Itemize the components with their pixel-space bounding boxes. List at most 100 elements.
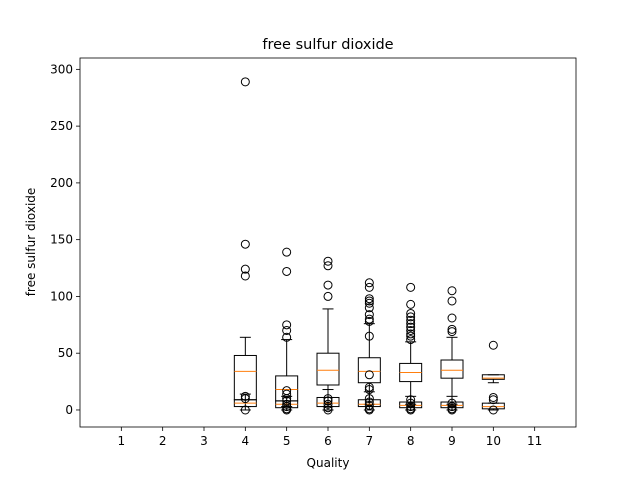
y-tick-label: 0 [65,403,73,417]
outlier-point [447,286,457,296]
outlier-point [447,313,457,323]
outlier-point [240,405,250,415]
iqr-box [357,399,381,408]
outlier-point [282,332,292,342]
outlier-point [240,77,250,87]
outlier-point [364,314,374,324]
x-axis-label: Quality [307,456,350,470]
outlier-point [282,325,292,335]
box-7-lower [357,391,381,415]
y-tick-label: 200 [50,176,73,190]
outlier-point [406,312,416,322]
outlier-point [364,294,374,304]
outlier-point [282,396,292,406]
outlier-point [240,264,250,274]
outlier-point [406,308,416,318]
iqr-box [316,396,340,408]
y-tick-label: 50 [58,346,73,360]
outlier-point [282,320,292,330]
box-4-lower [233,391,257,415]
outlier-point [323,405,333,415]
x-axis: 1 2 3 4 5 6 7 8 9 10 11 [118,427,542,448]
outlier-point [282,266,292,276]
outlier-point [364,278,374,288]
y-tick-label: 150 [50,233,73,247]
outlier-point [364,296,374,306]
outlier-point [240,394,250,404]
outlier-point [240,239,250,249]
box-10-upper [481,340,505,384]
outlier-point [364,310,374,320]
outlier-point [406,335,416,345]
outlier-point [447,324,457,334]
outlier-point [364,404,374,414]
outlier-point [282,247,292,257]
outlier-point [282,389,292,399]
outlier-point [364,394,374,404]
box-5-lower [275,389,299,415]
outlier-point [323,394,333,404]
x-tick-label: 10 [486,434,501,448]
x-tick-label: 2 [159,434,167,448]
outlier-point [240,271,250,281]
outlier-point [364,316,374,326]
plot-area [233,77,505,415]
y-axis: 0 50 100 150 200 250 300 [50,62,80,417]
y-tick-label: 250 [50,119,73,133]
outlier-point [488,340,498,350]
iqr-box [481,374,505,380]
iqr-box [357,357,381,384]
outlier-point [323,256,333,266]
x-tick-label: 3 [200,434,208,448]
x-tick-label: 11 [527,434,542,448]
outlier-point [406,315,416,325]
outlier-point [406,331,416,341]
y-axis-label: free sulfur dioxide [24,188,38,297]
outlier-point [282,402,292,412]
x-tick-label: 4 [242,434,250,448]
box-9-upper [440,286,464,405]
iqr-box [440,359,464,379]
outlier-point [364,298,374,308]
box-10-lower [481,392,505,415]
outlier-point [364,400,374,410]
y-tick-label: 100 [50,289,73,303]
outlier-point [406,395,416,405]
outlier-point [406,319,416,329]
outlier-point [488,392,498,402]
outlier-point [488,405,498,415]
outlier-point [240,391,250,401]
outlier-point [364,303,374,313]
outlier-point [447,402,457,412]
outlier-point [406,299,416,309]
outlier-point [364,397,374,407]
box-7-upper [357,278,381,405]
outlier-point [323,261,333,271]
outlier-point [406,322,416,332]
box-5-upper [275,247,299,408]
outlier-point [406,325,416,335]
outlier-point [406,404,416,414]
outlier-point [488,395,498,405]
outlier-point [364,282,374,292]
y-tick-label: 300 [50,62,73,76]
x-tick-label: 5 [283,434,291,448]
x-tick-label: 1 [118,434,126,448]
outlier-point [282,399,292,409]
box-6-lower [316,389,340,415]
outlier-point [323,280,333,290]
x-tick-label: 8 [407,434,415,448]
x-tick-label: 7 [366,434,374,448]
outlier-point [447,296,457,306]
outlier-point [447,404,457,414]
iqr-box [316,352,340,386]
outlier-point [447,398,457,408]
x-tick-label: 6 [324,434,332,448]
outlier-point [406,398,416,408]
outlier-point [323,399,333,409]
outlier-point [447,327,457,337]
outlier-point [323,403,333,413]
chart-title: free sulfur dioxide [262,37,393,53]
outlier-point [406,282,416,292]
